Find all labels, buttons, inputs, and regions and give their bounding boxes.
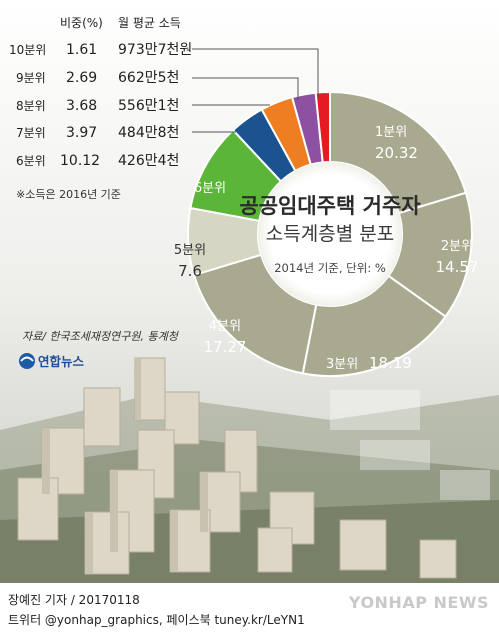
footer: 장예진 기자 / 20170118 트위터 @yonhap_graphics, … xyxy=(0,583,499,633)
center-disc xyxy=(258,162,402,306)
row-7-label: 7분위 xyxy=(16,126,46,140)
chart-subtitle: 소득계층별 분포 xyxy=(266,223,394,245)
chart-note: 2014년 기준, 단위: % xyxy=(274,261,386,275)
donut-chart: 공공임대주택 거주자 소득계층별 분포 2014년 기준, 단위: % 1분위 … xyxy=(0,0,499,583)
label-decile-1-value: 20.32 xyxy=(375,144,418,162)
label-decile-4-value: 17.27 xyxy=(204,338,247,356)
row-9-share: 2.69 xyxy=(66,70,97,86)
row-8-label: 8분위 xyxy=(16,99,46,113)
row-6-share: 10.12 xyxy=(60,153,100,169)
apartment-complex-photo xyxy=(0,357,499,583)
row-6-income: 426만4천 xyxy=(118,153,179,169)
label-decile-5-name: 5분위 xyxy=(174,243,206,258)
label-decile-6-name: 6분위 xyxy=(194,181,226,196)
row-10-share: 1.61 xyxy=(66,42,97,58)
chart-title-line1: 공공임대주택 거주자 xyxy=(239,194,421,218)
row-7-income: 484만8천 xyxy=(118,125,179,141)
label-decile-2-value: 14.57 xyxy=(436,258,479,276)
label-decile-4-name: 4분위 xyxy=(209,319,241,334)
label-decile-1-name: 1분위 xyxy=(375,125,407,140)
leader-line-9 xyxy=(192,77,299,100)
yonhap-logo-text: 연합뉴스 xyxy=(38,354,85,369)
label-decile-2-name: 2분위 xyxy=(441,239,473,254)
row-6-label: 6분위 xyxy=(16,154,46,168)
byline-social: 트위터 @yonhap_graphics, 페이스북 tuney.kr/LeYN… xyxy=(8,613,305,627)
byline-reporter: 장예진 기자 / 20170118 xyxy=(8,593,140,607)
row-7-share: 3.97 xyxy=(66,125,97,141)
row-10-income: 973만7천원 xyxy=(118,42,192,58)
source-note: 자료/ 한국조세재정연구원, 통계청 xyxy=(22,330,180,343)
table-header-share: 비중(%) xyxy=(60,16,103,30)
leader-line-10 xyxy=(192,48,319,98)
yonhap-watermark: YONHAP NEWS xyxy=(348,593,489,612)
row-8-income: 556만1천 xyxy=(118,98,179,114)
label-decile-3-value: 18.19 xyxy=(369,354,412,372)
row-9-label: 9분위 xyxy=(16,71,46,85)
row-8-share: 3.68 xyxy=(66,98,97,114)
row-10-label: 10분위 xyxy=(9,43,46,57)
label-decile-5-value: 7.6 xyxy=(178,262,202,280)
label-decile-3-name: 3분위 xyxy=(326,357,358,372)
decile-table: 비중(%) 월 평균 소득 10분위 1.61 973만7천원 9분위 2.69… xyxy=(9,16,192,201)
table-header-income: 월 평균 소득 xyxy=(118,16,181,30)
row-9-income: 662만5천 xyxy=(118,70,179,86)
yonhap-logo: 연합뉴스 xyxy=(19,353,85,369)
yonhap-logo-icon xyxy=(19,353,35,369)
leader-lines xyxy=(192,48,319,133)
table-footnote: ※소득은 2016년 기준 xyxy=(16,188,121,201)
